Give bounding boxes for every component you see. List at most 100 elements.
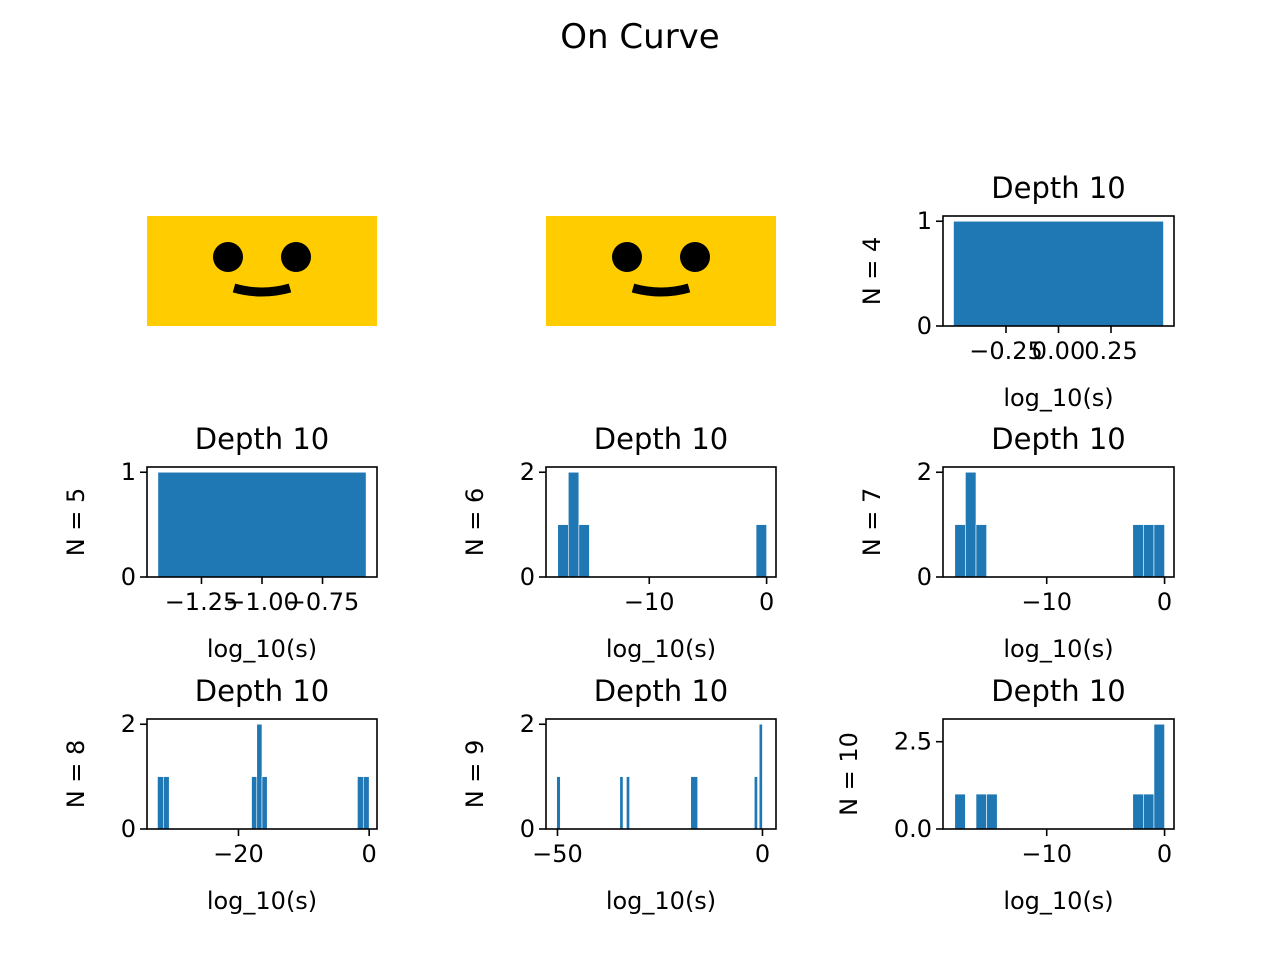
y-tick-label: 2.5 [894, 728, 932, 756]
smiley-face-icon [546, 216, 776, 326]
axes-frame [146, 718, 378, 830]
panel-title: Depth 10 [195, 422, 329, 456]
y-tick-label: 0 [121, 815, 136, 843]
bar [357, 776, 364, 830]
face-background [147, 216, 377, 326]
axes-frame [942, 466, 1175, 578]
placeholder-icons [147, 216, 776, 326]
bar [256, 723, 263, 830]
x-tick-label: −1.00 [225, 588, 299, 616]
figure-title: On Curve [560, 17, 719, 57]
x-tick-label: 0 [755, 840, 770, 868]
face-background [546, 216, 776, 326]
bar [1132, 524, 1144, 578]
x-tick-label: −0.75 [286, 588, 360, 616]
right-eye [680, 242, 710, 272]
y-axis-label: N = 10 [835, 732, 863, 816]
histogram-panel-4: −10 0 0 2 Depth 10 log_10(s) N = 7 [858, 422, 1175, 663]
y-axis-label: N = 4 [858, 237, 886, 306]
x-tick-label: −50 [532, 840, 583, 868]
y-tick-label: 0.0 [894, 815, 932, 843]
x-tick-label: −10 [1021, 840, 1072, 868]
smile-mouth [232, 283, 292, 297]
x-tick-label: 0.00 [1032, 337, 1085, 365]
histogram-panel-1: −0.250.00 0.25 0 1 Depth 10 log_10(s) N = 4 [858, 171, 1175, 412]
axes-frame [545, 466, 777, 578]
x-tick-label: −10 [624, 588, 675, 616]
x-axis-label: log_10(s) [606, 887, 716, 915]
y-tick-label: 0 [121, 563, 136, 591]
bar [157, 471, 367, 578]
y-axis-label: N = 8 [62, 740, 90, 809]
bar [1143, 793, 1155, 830]
smiley-face-icon [147, 216, 377, 326]
x-axis-label: log_10(s) [1003, 887, 1113, 915]
bar [261, 776, 268, 830]
left-eye [612, 242, 642, 272]
y-tick-label: 1 [121, 458, 136, 486]
left-eye [213, 242, 243, 272]
right-eye [281, 242, 311, 272]
x-tick-label: 0.25 [1084, 337, 1137, 365]
bar [251, 776, 258, 830]
y-tick-label: 0 [917, 563, 932, 591]
x-axis-label: log_10(s) [207, 635, 317, 663]
x-tick-label: 0 [1157, 840, 1172, 868]
y-tick-label: 0 [520, 563, 535, 591]
panel-title: Depth 10 [195, 674, 329, 708]
panel-title: Depth 10 [991, 422, 1125, 456]
panel-title: Depth 10 [991, 171, 1125, 205]
y-axis-label: N = 5 [62, 488, 90, 557]
panel-title: Depth 10 [594, 674, 728, 708]
x-tick-label: 0 [362, 840, 377, 868]
bar [619, 776, 624, 830]
bar [163, 776, 170, 830]
bar [753, 776, 758, 830]
y-tick-label: 1 [917, 207, 932, 235]
histogram-panel-7: −10 0 0.0 2.5 Depth 10 log_10(s) N = 10 [835, 674, 1175, 915]
bar [557, 524, 569, 578]
y-tick-label: 0 [520, 815, 535, 843]
smile-mouth [631, 283, 691, 297]
bar [157, 776, 164, 830]
histogram-panel-5: −20 0 0 2 Depth 10 log_10(s) N = 8 [62, 674, 378, 915]
bar [1153, 723, 1165, 830]
bar [578, 524, 590, 578]
y-axis-label: N = 6 [461, 488, 489, 557]
bar [755, 524, 767, 578]
y-tick-label: 2 [520, 458, 535, 486]
histogram-panel-3: −10 0 0 2 Depth 10 log_10(s) N = 6 [461, 422, 777, 663]
y-axis-label: N = 9 [461, 740, 489, 809]
axes-frame [545, 718, 777, 830]
bar [965, 471, 977, 578]
y-tick-label: 0 [917, 312, 932, 340]
x-axis-label: log_10(s) [606, 635, 716, 663]
x-axis-label: log_10(s) [1003, 635, 1113, 663]
x-tick-label: 0 [1157, 588, 1172, 616]
histogram-panel-2: −1.25−1.00−0.75 0 1 Depth 10 log_10(s) N = 5 [62, 422, 378, 663]
y-tick-label: 2 [917, 458, 932, 486]
bar [758, 723, 763, 830]
bar [954, 524, 966, 578]
bar [954, 793, 966, 830]
bar [953, 220, 1164, 327]
bar [556, 776, 561, 830]
x-tick-label: −1.25 [165, 588, 239, 616]
bar [1143, 524, 1155, 578]
panel-title: Depth 10 [594, 422, 728, 456]
bar [362, 776, 370, 830]
bar [1132, 793, 1144, 830]
x-axis-label: log_10(s) [207, 887, 317, 915]
y-tick-label: 2 [520, 710, 535, 738]
bar [690, 776, 698, 830]
bar [986, 793, 998, 830]
bar [567, 471, 580, 578]
bar [975, 524, 987, 578]
bar [975, 793, 987, 830]
y-axis-label: N = 7 [858, 488, 886, 557]
x-tick-label: −10 [1021, 588, 1072, 616]
panel-title: Depth 10 [991, 674, 1125, 708]
bar [626, 776, 630, 830]
